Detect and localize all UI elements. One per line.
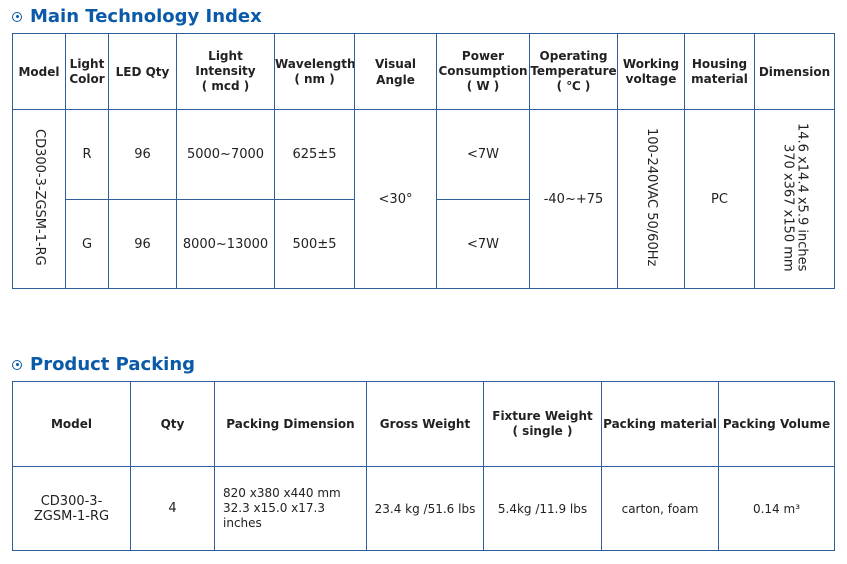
pk-cell-dimension: 820 x380 x440 mm 32.3 x15.0 x17.3 inches	[214, 466, 367, 551]
header-dimension: Dimension	[754, 33, 835, 110]
cell-qty: 96	[108, 109, 177, 200]
pk-header-gross: Gross Weight	[366, 381, 484, 467]
pk-cell-model: CD300-3- ZGSM-1-RG	[12, 466, 131, 551]
pk-header-model: Model	[12, 381, 131, 467]
pk-cell-gross: 23.4 kg /51.6 lbs	[366, 466, 484, 551]
tech-header-row: Model Light Color LED Qty Light Intensity…	[12, 33, 835, 110]
pk-header-qty: Qty	[130, 381, 215, 467]
cell-housing: PC	[684, 109, 755, 289]
cell-color: R	[65, 109, 109, 200]
header-temperature: Operating Temperature( ℃ )	[529, 33, 618, 110]
pk-cell-fixture: 5.4kg /11.9 lbs	[483, 466, 602, 551]
cell-qty: 96	[108, 199, 177, 289]
pk-header-fixture: Fixture Weight( single )	[483, 381, 602, 467]
tech-table: Model Light Color LED Qty Light Intensity…	[12, 33, 835, 289]
header-power: Power Consumption( W )	[436, 33, 530, 110]
cell-model: CD300-3-ZGSM-1-RG	[12, 109, 66, 289]
packing-table: Model Qty Packing Dimension Gross Weight…	[12, 381, 835, 551]
tech-title-text: Main Technology Index	[30, 6, 262, 27]
tech-row-g: G 96 8000~13000 500±5 <7W	[13, 199, 835, 289]
circle-bullet-icon	[12, 359, 22, 370]
cell-wavelength: 625±5	[274, 109, 355, 200]
tech-row-r: CD300-3-ZGSM-1-RG R 96 5000~7000 625±5 <…	[12, 109, 835, 289]
cell-power: <7W	[436, 199, 530, 289]
cell-intensity: 5000~7000	[176, 109, 275, 200]
pk-header-dimension: Packing Dimension	[214, 381, 367, 467]
cell-power: <7W	[436, 109, 530, 200]
header-voltage: Working voltage	[617, 33, 685, 110]
section-title-tech: Main Technology Index	[12, 6, 262, 27]
header-light-color: Light Color	[65, 33, 109, 110]
cell-voltage: 100-240VAC 50/60Hz	[617, 109, 685, 289]
packing-header-row: Model Qty Packing Dimension Gross Weight…	[12, 381, 835, 467]
pk-cell-qty: 4	[130, 466, 215, 551]
pk-header-volume: Packing Volume	[718, 381, 835, 467]
pk-cell-volume: 0.14 m³	[718, 466, 835, 551]
pk-header-material: Packing material	[601, 381, 719, 467]
header-model: Model	[12, 33, 66, 110]
pk-cell-material: carton, foam	[601, 466, 719, 551]
cell-visual-angle: <30°	[354, 109, 437, 289]
cell-wavelength: 500±5	[274, 199, 355, 289]
header-wavelength: Wavelength( nm )	[274, 33, 355, 110]
cell-temperature: -40~+75	[529, 109, 618, 289]
cell-intensity: 8000~13000	[176, 199, 275, 289]
header-led-qty: LED Qty	[108, 33, 177, 110]
circle-bullet-icon	[12, 11, 22, 22]
header-intensity: Light Intensity( mcd )	[176, 33, 275, 110]
section-title-packing: Product Packing	[12, 354, 195, 375]
cell-color: G	[65, 199, 109, 289]
packing-row: CD300-3- ZGSM-1-RG 4 820 x380 x440 mm 32.3…	[12, 466, 835, 551]
packing-title-text: Product Packing	[30, 354, 196, 375]
header-housing: Housing material	[684, 33, 755, 110]
header-visual-angle: Visual Angle	[354, 33, 437, 110]
cell-dimension: 370 x367 x150 mm14.6 x14.4 x5.9 inches	[754, 109, 835, 289]
